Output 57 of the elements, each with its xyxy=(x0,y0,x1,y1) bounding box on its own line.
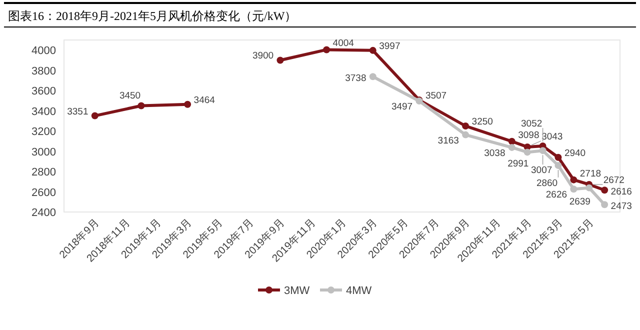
data-label: 3507 xyxy=(425,90,447,102)
data-label: 3351 xyxy=(67,106,88,118)
data-label: 3098 xyxy=(518,130,540,141)
data-label: 3043 xyxy=(542,131,563,142)
data-label: 4004 xyxy=(332,38,354,50)
point xyxy=(554,162,562,169)
point xyxy=(323,46,330,54)
data-label: 2473 xyxy=(610,201,632,212)
data-label: 3464 xyxy=(194,94,215,106)
chart-title: 图表16：2018年9月-2021年5月风机价格变化（元/kW） xyxy=(8,9,297,23)
point xyxy=(462,131,470,138)
y-tick-label: 3400 xyxy=(32,106,56,118)
legend-label: 4MW xyxy=(346,285,372,297)
data-label: 3997 xyxy=(379,40,400,52)
data-label: 3250 xyxy=(472,116,493,128)
data-label: 2639 xyxy=(569,196,590,208)
data-label: 2991 xyxy=(508,158,529,170)
point xyxy=(570,186,578,193)
y-tick-label: 3000 xyxy=(32,146,56,158)
point xyxy=(508,138,516,145)
y-tick-label: 3200 xyxy=(32,126,56,138)
point xyxy=(570,176,578,184)
point xyxy=(554,154,562,161)
data-label: 2626 xyxy=(546,190,568,201)
y-tick-label: 2400 xyxy=(32,207,56,219)
data-label: 3163 xyxy=(438,135,459,146)
point xyxy=(276,56,284,64)
data-label: 3052 xyxy=(521,118,542,130)
y-tick-label: 3600 xyxy=(32,86,56,98)
data-label: 3738 xyxy=(345,73,366,84)
data-label: 2616 xyxy=(610,186,632,198)
point xyxy=(91,112,98,120)
data-label: 3450 xyxy=(119,90,141,102)
point xyxy=(539,147,546,154)
y-tick-label: 4000 xyxy=(32,45,56,58)
point xyxy=(586,184,593,192)
y-tick-label: 3800 xyxy=(32,65,56,78)
data-label: 3497 xyxy=(391,102,413,113)
point xyxy=(138,102,145,110)
point xyxy=(524,148,531,156)
legend-label: 3MW xyxy=(284,285,310,297)
point xyxy=(508,144,516,151)
y-tick-label: 2800 xyxy=(32,166,56,179)
point xyxy=(369,73,376,80)
point xyxy=(462,122,470,130)
data-label: 2940 xyxy=(564,148,586,159)
point xyxy=(184,100,192,108)
data-label: 3007 xyxy=(531,165,552,176)
point xyxy=(601,186,608,194)
data-label: 3038 xyxy=(484,148,506,159)
data-label: 3900 xyxy=(252,50,274,62)
point xyxy=(369,46,376,54)
y-tick-label: 2600 xyxy=(32,186,56,199)
data-label: 2672 xyxy=(603,174,624,186)
point xyxy=(601,201,608,208)
data-label: 2718 xyxy=(580,168,602,180)
data-label: 2860 xyxy=(536,178,558,189)
